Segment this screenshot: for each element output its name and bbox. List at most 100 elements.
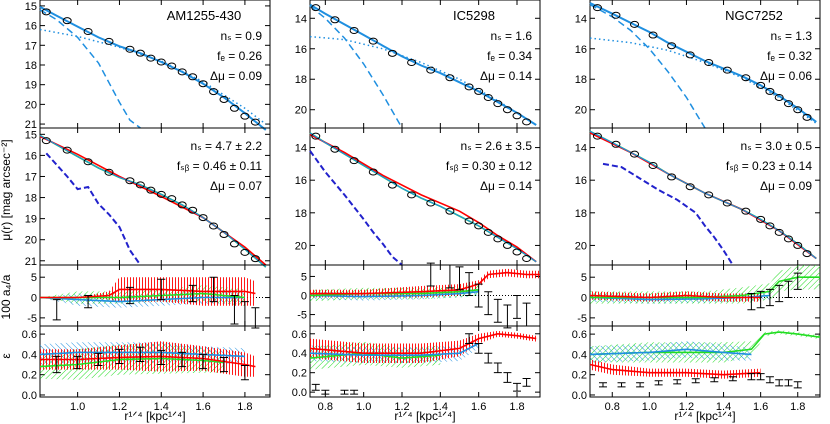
eps-xtick-label-6: 1.8 (790, 401, 805, 413)
eps-data-errbar-9 (220, 356, 228, 373)
dec-annotation-1: nₛ = 4.7 ± 2.2 (191, 139, 263, 153)
fit-data-point-13 (209, 88, 219, 96)
fit-data-point-5 (667, 42, 677, 50)
dec-ytick-label-1: 14 (575, 143, 587, 155)
dec-model-line (309, 150, 403, 266)
galaxy-name: NGC7252 (725, 8, 783, 23)
eps-ytick-label-3: 0.2 (292, 368, 307, 380)
eps-data-errbar-5 (465, 333, 474, 345)
eps-data-errbar-10 (756, 373, 765, 381)
y-axis-label-eps: ε (0, 353, 13, 359)
fit-disk-line (39, 28, 267, 125)
eps-data-errbar-1 (311, 383, 320, 391)
fit-data-point-10 (177, 68, 187, 76)
fit-ytick-label-3: 18 (295, 74, 307, 86)
fit-annotation-2: fₑ = 0.26 (217, 49, 262, 63)
fit-data-point-17 (250, 118, 260, 126)
dec-data-point-1 (592, 132, 602, 140)
eps-data-errbar-3 (94, 352, 103, 367)
dec-data-point-2 (611, 140, 621, 148)
a4-data-errbar-2 (445, 264, 454, 289)
dec-ytick-label-7: 21 (25, 256, 37, 268)
fit-ytick-label-4: 18 (25, 60, 37, 72)
dec-ytick-label-6: 20 (25, 235, 37, 247)
a4-ytick-label-1: 5 (301, 271, 307, 283)
fit-annotation-3: Δμ = 0.06 (760, 69, 812, 83)
dec-data-point-5 (125, 177, 135, 185)
fit-data-point-16 (240, 112, 250, 120)
fit-ytick-label-5: 19 (25, 80, 37, 92)
a4-data-errbar-5 (784, 280, 793, 299)
dec-annotation-1: nₛ = 2.6 ± 3.5 (461, 139, 533, 153)
eps-data-errbar-2 (617, 382, 626, 388)
dec-ytick-label-4: 20 (295, 240, 307, 252)
eps-data-errbar-9 (747, 373, 756, 381)
dec-data-point-8 (156, 190, 166, 198)
eps-data-errbar-6 (691, 378, 700, 384)
a4-red-line (589, 294, 761, 299)
a4-data-errbar-6 (484, 291, 493, 316)
fit-annotation-1: nₛ = 1.6 (490, 29, 532, 43)
eps-data-errbar-4 (350, 389, 359, 395)
fit-ytick-label-1: 14 (295, 13, 307, 25)
a4-data-errbar-8 (503, 304, 512, 329)
eps-blue-line (309, 342, 480, 357)
eps-data-errbar-1 (598, 382, 607, 388)
a4-data-errbar-3 (455, 266, 464, 291)
y-axis-label-a4: 100 a₄/a (0, 274, 13, 319)
dec-data-point-2 (330, 145, 340, 153)
dec-annotation-3: Δμ = 0.14 (480, 179, 532, 193)
fit-ytick-label-1: 15 (25, 1, 37, 13)
fit-ytick-label-1: 14 (575, 13, 587, 25)
a4-data-errbar-9 (251, 307, 260, 329)
panel-column-2: 14 16 18 20 IC5298 nₛ = 1.6 fₑ = 0.34 Δμ = 0.14… (292, 0, 541, 413)
fit-data-point-3 (349, 26, 359, 34)
dec-annotation-3: Δμ = 0.07 (210, 179, 262, 193)
fit-data-point-4 (368, 37, 378, 45)
dec-ytick-label-5: 19 (25, 214, 37, 226)
fit-data-point-12 (493, 100, 503, 108)
dec-data-point-14 (219, 230, 229, 238)
dec-data-point-13 (502, 241, 512, 249)
a4-blue-line (39, 296, 245, 303)
fit-data-point-9 (167, 62, 177, 70)
eps-ytick-label-4: 0.0 (292, 387, 307, 399)
fit-data-point-7 (426, 66, 436, 74)
eps-data-errbar-6 (474, 343, 483, 354)
fit-data-point-10 (474, 87, 484, 95)
eps-data-errbar-3 (340, 389, 349, 395)
eps-ytick-label-1: 0.6 (292, 329, 307, 341)
fit-data-point-8 (156, 58, 166, 66)
eps-red-band (310, 330, 537, 363)
eps-ytick-label-1: 0.6 (572, 329, 587, 341)
dec-blue-line (309, 132, 537, 263)
eps-ytick-label-1: 0.6 (22, 329, 37, 341)
dec-data-point-5 (387, 181, 397, 189)
fit-data-point-4 (104, 37, 114, 45)
a4-data-errbar-7 (230, 295, 239, 325)
dec-data-point-14 (793, 241, 803, 249)
a4-data-errbar-1 (426, 262, 435, 287)
eps-ytick-label-2: 0.4 (22, 349, 37, 361)
fit-data-point-14 (219, 95, 229, 103)
dec-ytick-label-2: 16 (295, 175, 307, 187)
panel-column-3: 14 16 18 20 NGC7252 nₛ = 1.3 fₑ = 0.32 Δμ = 0.0… (572, 0, 821, 413)
a4-ytick-label-2: 0 (581, 293, 587, 305)
fit-data-point-14 (512, 112, 522, 120)
eps-red-line (589, 363, 761, 376)
fit-total-line (309, 3, 537, 126)
eps-data-errbar-4 (115, 348, 124, 365)
fit-data-point-11 (483, 94, 493, 102)
dec-data-point-1 (311, 132, 321, 140)
a4-data-errbar-4 (465, 272, 474, 296)
eps-data-errbar-7 (710, 377, 719, 383)
dec-data-point-14 (512, 248, 522, 256)
eps-ytick-label-3: 0.2 (572, 370, 587, 382)
galaxy-name: AM1255-430 (167, 8, 241, 23)
dec-data-point-6 (407, 191, 417, 199)
dec-data-point-11 (483, 228, 493, 236)
a4-data-errbar-6 (209, 276, 218, 303)
dec-red-line (39, 135, 267, 266)
eps-xtick-label-6: 1.8 (509, 401, 524, 413)
